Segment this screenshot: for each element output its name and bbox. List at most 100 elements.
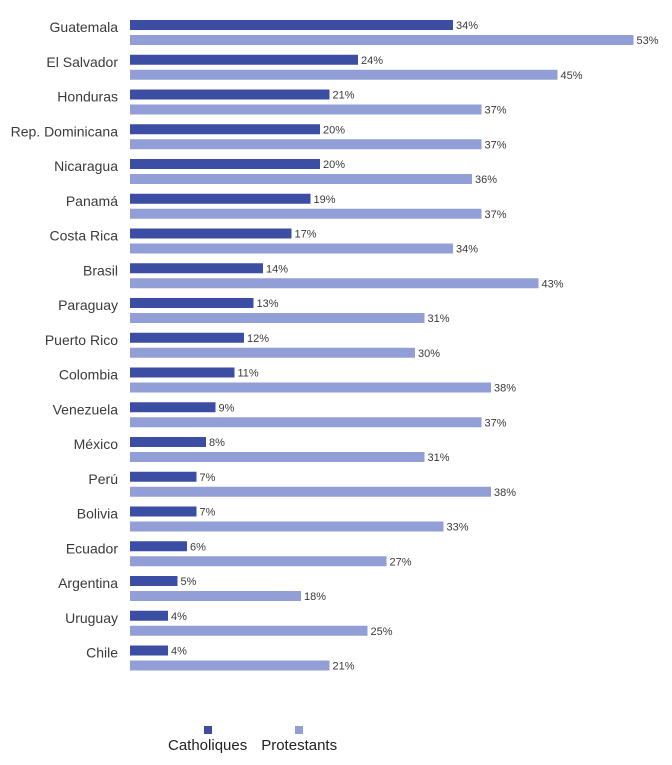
bar-catholiques-puerto-rico [130, 332, 244, 343]
value-label-protestants-chile: 21% [333, 661, 355, 673]
value-label-protestants-uruguay: 25% [371, 626, 393, 638]
category-label-costa-rica: Costa Rica [50, 228, 119, 244]
bar-protestants-brasil [130, 278, 539, 289]
value-label-protestants-nicaragua: 36% [475, 174, 497, 186]
value-label-catholiques-ecuador: 6% [190, 541, 206, 553]
bar-catholiques-rep-dominicana [130, 124, 320, 135]
bar-catholiques-ecuador [130, 541, 187, 552]
bar-catholiques-chile [130, 645, 168, 656]
bar-protestants-bolivia [130, 521, 444, 532]
bar-protestants-venezuela [130, 417, 482, 428]
value-label-catholiques-rep-dominicana: 20% [323, 124, 345, 136]
value-label-protestants-venezuela: 37% [485, 417, 507, 429]
bar-catholiques-nicaragua [130, 159, 320, 169]
bar-protestants-mexico [130, 452, 425, 462]
value-label-catholiques-chile: 4% [171, 646, 187, 658]
value-label-catholiques-el-salvador: 24% [361, 55, 383, 67]
value-label-catholiques-puerto-rico: 12% [247, 333, 269, 345]
bar-protestants-el-salvador [130, 69, 558, 80]
category-label-rep-dominicana: Rep. Dominicana [11, 123, 119, 139]
value-label-protestants-bolivia: 33% [447, 522, 469, 534]
bar-catholiques-panama [130, 193, 311, 204]
bar-catholiques-paraguay [130, 298, 254, 308]
value-label-catholiques-colombia: 11% [238, 368, 259, 380]
value-label-catholiques-peru: 7% [200, 472, 216, 484]
value-label-protestants-puerto-rico: 30% [418, 348, 440, 360]
category-label-argentina: Argentina [58, 575, 118, 591]
value-label-protestants-brasil: 43% [542, 278, 564, 290]
bar-protestants-paraguay [130, 313, 425, 323]
chart-legend: Catholiques Protestants [168, 726, 337, 754]
bar-catholiques-brasil [130, 263, 263, 274]
value-label-catholiques-argentina: 5% [181, 576, 197, 588]
value-label-protestants-ecuador: 27% [390, 556, 412, 568]
value-label-catholiques-nicaragua: 20% [323, 159, 345, 171]
value-label-protestants-honduras: 37% [485, 105, 507, 117]
bar-catholiques-bolivia [130, 506, 197, 517]
bar-protestants-colombia [130, 382, 491, 393]
bar-catholiques-costa-rica [130, 228, 292, 239]
category-label-mexico: México [74, 436, 119, 452]
bar-protestants-honduras [130, 104, 482, 115]
category-label-panama: Panamá [66, 193, 118, 209]
value-label-catholiques-paraguay: 13% [257, 298, 279, 310]
legend-item-protestants: Protestants [261, 726, 337, 754]
bar-protestants-costa-rica [130, 243, 453, 254]
value-label-catholiques-brasil: 14% [266, 263, 288, 275]
bar-catholiques-venezuela [130, 402, 216, 413]
value-label-protestants-panama: 37% [485, 209, 507, 221]
bar-protestants-panama [130, 208, 482, 219]
bar-protestants-uruguay [130, 625, 368, 636]
category-label-guatemala: Guatemala [50, 19, 119, 35]
value-label-protestants-argentina: 18% [304, 591, 326, 603]
value-label-catholiques-bolivia: 7% [200, 507, 216, 519]
bar-protestants-guatemala [130, 35, 634, 45]
bar-catholiques-mexico [130, 437, 206, 447]
value-label-protestants-mexico: 31% [428, 452, 450, 464]
value-label-catholiques-uruguay: 4% [171, 611, 187, 623]
value-label-protestants-paraguay: 31% [428, 313, 450, 325]
value-label-protestants-costa-rica: 34% [456, 244, 478, 256]
category-label-puerto-rico: Puerto Rico [45, 332, 118, 348]
category-label-chile: Chile [86, 645, 118, 661]
category-label-paraguay: Paraguay [58, 297, 118, 313]
value-label-catholiques-venezuela: 9% [219, 402, 235, 414]
value-label-protestants-el-salvador: 45% [561, 70, 583, 82]
bar-protestants-argentina [130, 591, 301, 601]
value-label-catholiques-costa-rica: 17% [295, 229, 317, 241]
bar-protestants-nicaragua [130, 174, 472, 184]
value-label-protestants-colombia: 38% [494, 383, 516, 395]
category-label-uruguay: Uruguay [65, 610, 118, 626]
category-label-peru: Perú [88, 471, 118, 487]
bar-catholiques-uruguay [130, 610, 168, 621]
bar-catholiques-guatemala [130, 20, 453, 30]
value-label-catholiques-guatemala: 34% [456, 20, 478, 32]
value-label-protestants-rep-dominicana: 37% [485, 139, 507, 151]
bar-protestants-chile [130, 660, 330, 671]
category-label-el-salvador: El Salvador [46, 54, 118, 70]
bar-protestants-puerto-rico [130, 347, 415, 358]
legend-label-protestants: Protestants [261, 737, 338, 754]
value-label-catholiques-panama: 19% [314, 194, 336, 206]
category-label-nicaragua: Nicaragua [54, 158, 118, 174]
bar-catholiques-argentina [130, 576, 178, 586]
category-label-bolivia: Bolivia [77, 506, 118, 522]
category-label-brasil: Brasil [83, 262, 118, 278]
legend-swatch-catholiques [203, 726, 212, 734]
category-label-colombia: Colombia [59, 367, 118, 383]
value-label-catholiques-honduras: 21% [333, 90, 355, 102]
category-label-venezuela: Venezuela [53, 401, 119, 417]
bar-protestants-peru [130, 486, 491, 497]
bar-catholiques-colombia [130, 367, 235, 378]
legend-swatch-protestants [295, 726, 304, 734]
legend-label-catholiques: Catholiques [168, 737, 248, 754]
category-label-honduras: Honduras [57, 89, 118, 105]
bar-catholiques-honduras [130, 89, 330, 100]
bar-protestants-ecuador [130, 556, 387, 567]
category-label-ecuador: Ecuador [66, 540, 118, 556]
legend-item-catholiques: Catholiques [168, 726, 247, 754]
bar-protestants-rep-dominicana [130, 139, 482, 150]
bar-catholiques-peru [130, 471, 197, 482]
value-label-catholiques-mexico: 8% [209, 437, 225, 449]
